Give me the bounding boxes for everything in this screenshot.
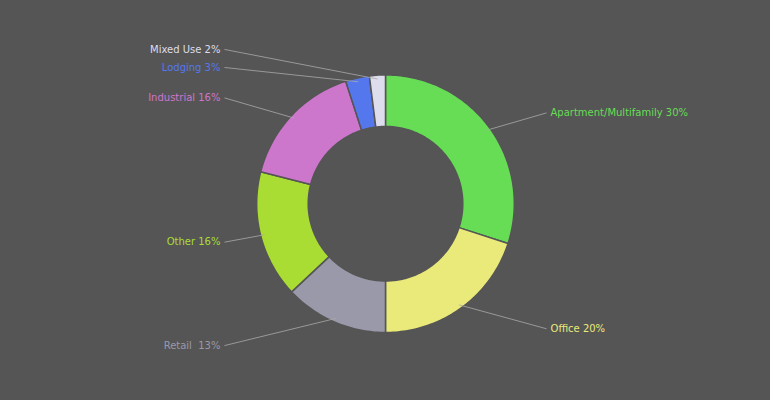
svg-text:Other 16%: Other 16% <box>167 236 221 247</box>
svg-text:Retail 13%: Retail 13% <box>164 340 221 351</box>
svg-text:Mixed Use 2%: Mixed Use 2% <box>150 44 220 55</box>
svg-text:Lodging 3%: Lodging 3% <box>162 62 221 73</box>
svg-text:Industrial 16%: Industrial 16% <box>148 92 220 103</box>
svg-text:Office 20%: Office 20% <box>551 323 606 334</box>
svg-text:Apartment/Multifamily 30%: Apartment/Multifamily 30% <box>551 107 689 118</box>
